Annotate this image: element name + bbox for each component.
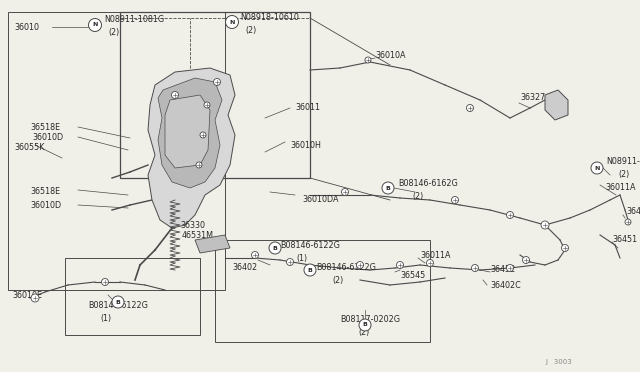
Circle shape — [397, 262, 403, 269]
Text: 36010A: 36010A — [375, 51, 406, 60]
Polygon shape — [195, 235, 230, 253]
Text: (1): (1) — [296, 253, 307, 263]
Circle shape — [304, 264, 316, 276]
Circle shape — [214, 78, 221, 86]
Text: J   3003: J 3003 — [545, 359, 572, 365]
Text: 36545: 36545 — [400, 270, 425, 279]
Text: 36402C: 36402C — [626, 208, 640, 217]
Text: 36010D: 36010D — [32, 134, 63, 142]
Text: B08146-6122G: B08146-6122G — [316, 263, 376, 273]
Text: 46531M: 46531M — [182, 231, 214, 240]
Circle shape — [506, 264, 513, 272]
Circle shape — [541, 221, 549, 229]
Circle shape — [426, 260, 433, 266]
Text: 36010: 36010 — [14, 22, 39, 32]
Text: 36402C: 36402C — [490, 280, 521, 289]
Polygon shape — [158, 78, 222, 188]
Polygon shape — [148, 68, 235, 228]
Circle shape — [269, 242, 281, 254]
Circle shape — [31, 294, 39, 302]
Text: (2): (2) — [108, 28, 119, 36]
Text: 36055K: 36055K — [14, 144, 44, 153]
Text: 36010H: 36010H — [290, 141, 321, 150]
Text: N08911-1082G: N08911-1082G — [606, 157, 640, 167]
Text: (2): (2) — [412, 192, 423, 201]
Text: N08918-10610: N08918-10610 — [240, 13, 299, 22]
Text: 36518E: 36518E — [30, 187, 60, 196]
Text: B: B — [116, 299, 120, 305]
Text: (1): (1) — [100, 314, 111, 323]
Text: 36451: 36451 — [612, 235, 637, 244]
Circle shape — [112, 296, 124, 308]
Text: B08117-0202G: B08117-0202G — [340, 315, 400, 324]
Text: 36518E: 36518E — [30, 122, 60, 131]
Text: 36452: 36452 — [490, 266, 515, 275]
Text: 36010D: 36010D — [30, 201, 61, 209]
Circle shape — [561, 244, 568, 251]
Circle shape — [506, 212, 513, 218]
Text: (2): (2) — [245, 26, 256, 35]
Text: 36010E: 36010E — [12, 291, 42, 299]
Circle shape — [88, 19, 102, 32]
Text: 36330: 36330 — [180, 221, 205, 230]
Circle shape — [522, 257, 529, 263]
Circle shape — [102, 279, 109, 285]
Circle shape — [172, 92, 179, 99]
Text: (2): (2) — [358, 328, 369, 337]
Text: N: N — [92, 22, 98, 28]
Circle shape — [356, 262, 364, 269]
Circle shape — [287, 259, 294, 266]
Text: (2): (2) — [618, 170, 629, 180]
Text: B: B — [308, 267, 312, 273]
Text: 36010DA: 36010DA — [302, 196, 339, 205]
Polygon shape — [165, 95, 210, 168]
Text: 36327: 36327 — [520, 93, 545, 103]
Text: N: N — [229, 19, 235, 25]
Text: B: B — [385, 186, 390, 190]
Circle shape — [591, 162, 603, 174]
Text: 36011A: 36011A — [420, 250, 451, 260]
Circle shape — [359, 319, 371, 331]
Circle shape — [451, 196, 458, 203]
Text: B: B — [363, 323, 367, 327]
Circle shape — [365, 57, 371, 63]
Circle shape — [625, 219, 631, 225]
Text: 36011: 36011 — [295, 103, 320, 112]
Circle shape — [204, 102, 210, 108]
Text: B: B — [273, 246, 277, 250]
Text: 36402: 36402 — [232, 263, 257, 273]
Text: B08146-6122G: B08146-6122G — [280, 241, 340, 250]
Circle shape — [196, 162, 202, 168]
Text: N: N — [595, 166, 600, 170]
Text: N08911-1081G: N08911-1081G — [104, 16, 164, 25]
Polygon shape — [545, 90, 568, 120]
Circle shape — [252, 251, 259, 259]
Circle shape — [382, 182, 394, 194]
Text: (2): (2) — [332, 276, 343, 285]
Text: B08146-6162G: B08146-6162G — [398, 179, 458, 187]
Circle shape — [467, 105, 474, 112]
Circle shape — [200, 132, 206, 138]
Circle shape — [342, 189, 349, 196]
Circle shape — [472, 264, 479, 272]
Text: 36011A: 36011A — [605, 183, 636, 192]
Circle shape — [225, 16, 239, 29]
Text: B08146-6122G: B08146-6122G — [88, 301, 148, 310]
